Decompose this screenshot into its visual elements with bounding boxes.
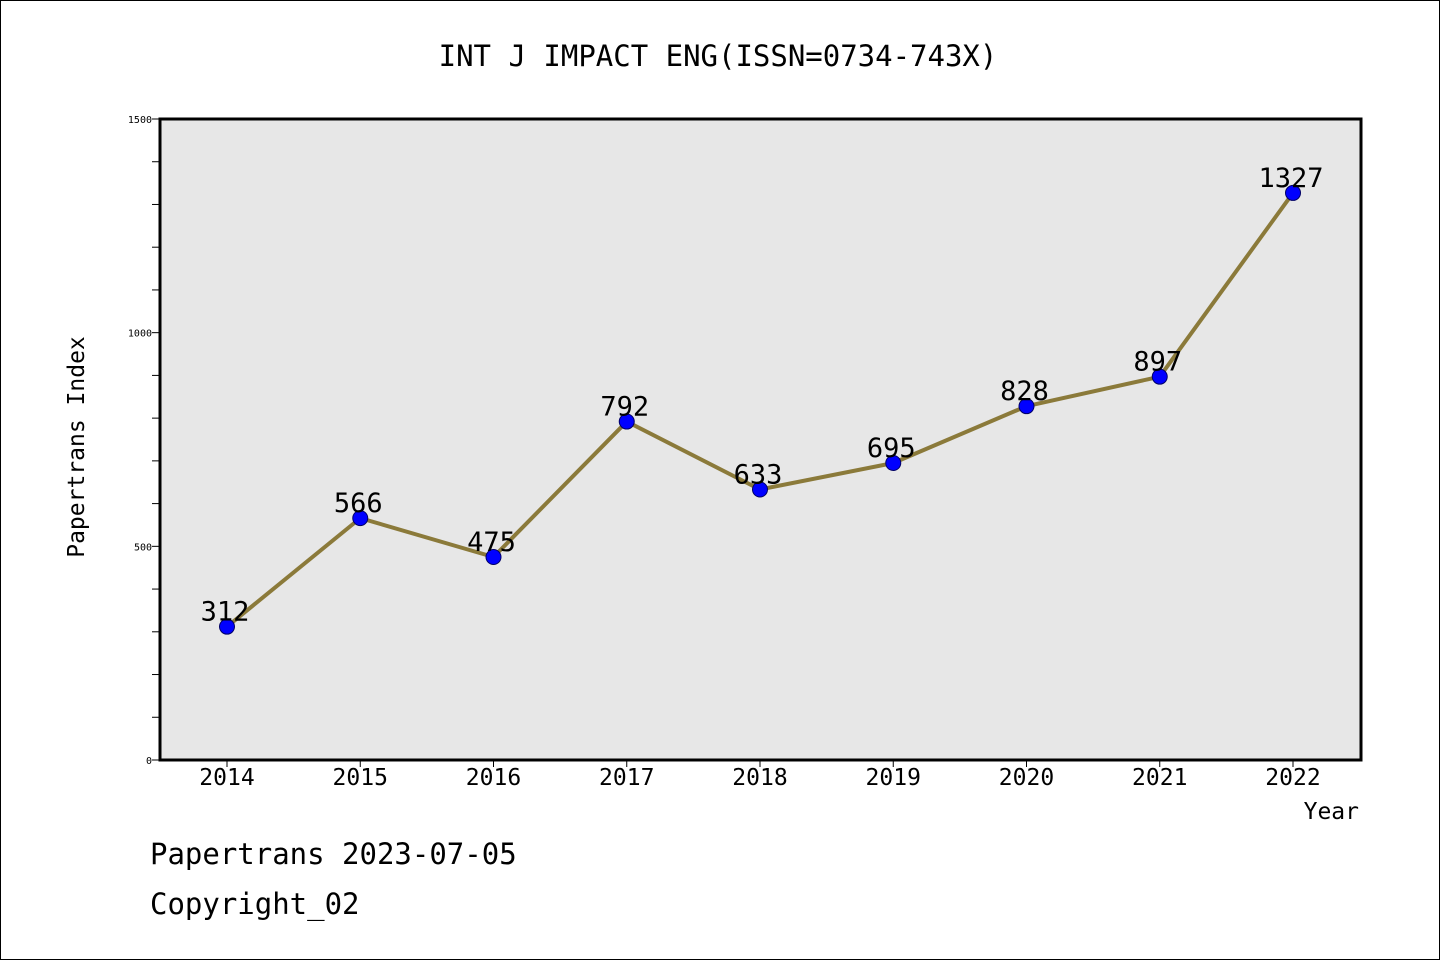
data-labels: 312 566 475 792 633 695 828 897 1327 xyxy=(201,163,1324,628)
data-label: 897 xyxy=(1133,347,1182,378)
y-tick-label: 1500 xyxy=(128,115,152,126)
x-axis-title: Year xyxy=(1304,799,1359,825)
data-point xyxy=(1018,398,1035,415)
series-markers xyxy=(219,184,1301,635)
x-tick-label: 2020 xyxy=(999,765,1054,791)
data-label: 312 xyxy=(201,597,250,628)
data-point xyxy=(885,455,902,472)
data-label: 792 xyxy=(600,392,649,423)
x-tick-label: 2018 xyxy=(732,765,787,791)
footer-date: Papertrans 2023-07-05 xyxy=(150,837,517,871)
data-label: 475 xyxy=(467,527,516,558)
x-tick-label: 2015 xyxy=(333,765,388,791)
footer-copyright: Copyright_02 xyxy=(150,887,360,922)
data-point xyxy=(1285,184,1301,201)
plot-border xyxy=(158,117,1363,762)
x-tick-label: 2019 xyxy=(866,765,921,791)
y-tick-label: 0 xyxy=(146,756,152,767)
x-tick-label: 2014 xyxy=(199,765,254,791)
data-point xyxy=(1151,368,1168,385)
y-tick-label: 1000 xyxy=(128,329,152,340)
x-axis-ticks: 2014 2015 2016 2017 2018 2019 2020 2021 2022 xyxy=(199,760,1321,791)
data-label: 1327 xyxy=(1258,163,1323,194)
data-point xyxy=(485,549,502,566)
x-tick-label: 2022 xyxy=(1265,765,1320,791)
data-point xyxy=(219,618,235,635)
chart-title: INT J IMPACT ENG(ISSN=0734-743X) xyxy=(439,39,998,73)
data-label: 828 xyxy=(1000,376,1049,407)
data-point xyxy=(618,413,635,430)
x-tick-label: 2021 xyxy=(1132,765,1187,791)
data-point xyxy=(752,481,768,498)
data-point xyxy=(352,510,369,527)
data-label: 566 xyxy=(334,488,383,519)
x-tick-label: 2017 xyxy=(599,765,654,791)
x-tick-label: 2016 xyxy=(466,765,521,791)
data-label: 695 xyxy=(867,433,916,464)
plot-area xyxy=(160,119,1361,760)
y-tick-label: 500 xyxy=(134,542,152,553)
y-axis-ticks: 0 500 1000 1500 xyxy=(128,115,160,767)
y-axis-title: Papertrans Index xyxy=(64,336,90,558)
data-label: 633 xyxy=(734,459,783,490)
